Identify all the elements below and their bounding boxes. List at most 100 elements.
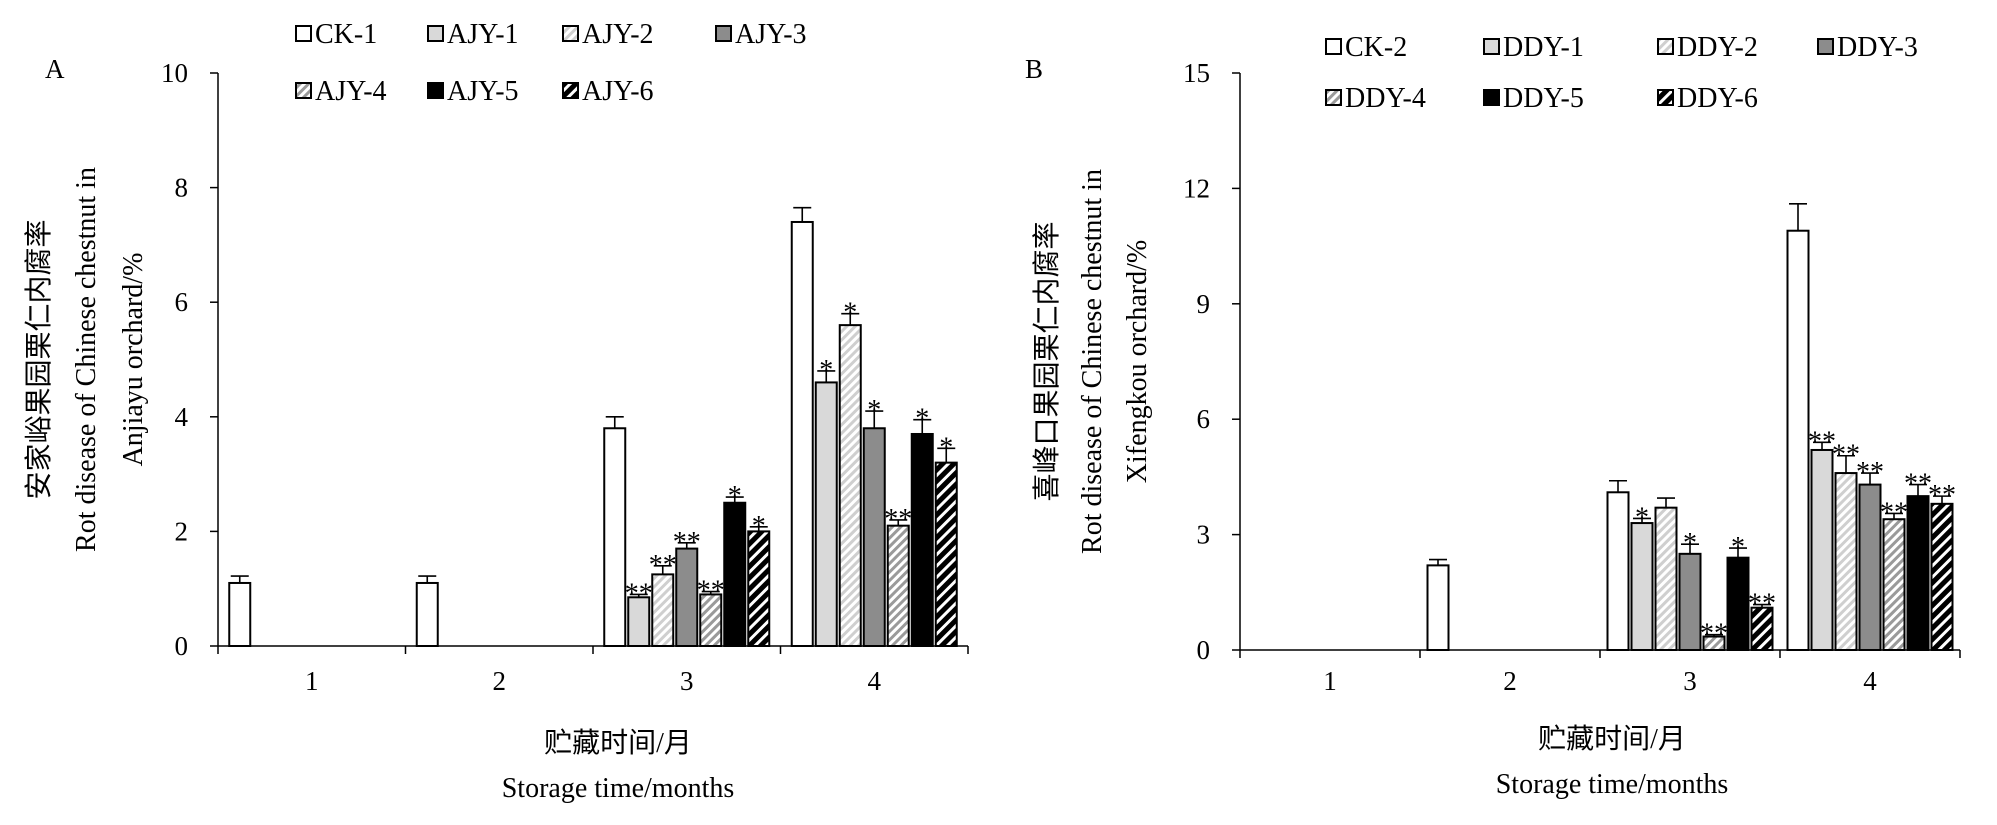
legend-label: AJY-1 xyxy=(447,19,519,50)
x-tick-label: 2 xyxy=(1503,666,1517,696)
x-tick-label: 1 xyxy=(305,666,319,696)
significance-mark: * xyxy=(728,481,742,512)
legend-label: DDY-3 xyxy=(1837,32,1918,63)
y-tick-label: 9 xyxy=(1197,289,1211,319)
legend-swatch xyxy=(1817,38,1834,55)
bar xyxy=(228,581,252,647)
y-axis-title-line: 安家峪果园栗仁内腐率 xyxy=(23,219,55,499)
legend-swatch xyxy=(427,82,444,99)
bar xyxy=(1786,229,1810,651)
bar xyxy=(862,427,886,648)
significance-mark: ** xyxy=(884,504,912,535)
bar xyxy=(934,461,958,648)
legend-swatch xyxy=(1483,89,1500,106)
bar xyxy=(814,381,838,647)
y-tick-label: 0 xyxy=(1197,635,1211,665)
significance-mark: * xyxy=(843,298,857,329)
y-axis-title-line: Rot disease of Chinese chestnut in xyxy=(71,167,102,552)
legend-swatch xyxy=(295,25,312,42)
significance-mark: * xyxy=(939,432,953,463)
x-axis-title-line: Storage time/months xyxy=(1496,769,1729,800)
significance-mark: ** xyxy=(1832,440,1860,471)
significance-mark: ** xyxy=(1880,497,1908,528)
legend-label: AJY-5 xyxy=(447,76,519,107)
bar xyxy=(886,524,910,647)
legend-label: DDY-6 xyxy=(1677,83,1758,114)
legend-swatch xyxy=(715,25,732,42)
y-tick-label: 6 xyxy=(1197,404,1211,434)
legend-swatch xyxy=(562,25,579,42)
bar xyxy=(415,581,439,647)
y-tick-label: 12 xyxy=(1183,173,1210,203)
y-tick-label: 8 xyxy=(175,173,189,203)
legend-swatch xyxy=(562,82,579,99)
bar xyxy=(1726,556,1750,651)
y-tick-label: 15 xyxy=(1183,58,1210,88)
bar xyxy=(838,324,862,647)
significance-mark: ** xyxy=(625,578,653,609)
bar xyxy=(790,220,814,647)
legend-label: CK-2 xyxy=(1345,32,1407,63)
y-axis-title-line: Rot disease of Chinese chestnut in xyxy=(1077,169,1108,554)
bar xyxy=(1882,518,1906,651)
x-tick-label: 4 xyxy=(868,666,882,696)
significance-mark: ** xyxy=(649,550,677,581)
x-tick-label: 3 xyxy=(1683,666,1697,696)
bar xyxy=(1654,506,1678,651)
significance-mark: * xyxy=(1731,532,1745,563)
bar xyxy=(1858,483,1882,651)
y-tick-label: 4 xyxy=(175,402,189,432)
panel-letter: B xyxy=(1025,54,1043,84)
significance-mark: * xyxy=(867,395,881,426)
significance-mark: ** xyxy=(1808,426,1836,457)
y-tick-label: 2 xyxy=(175,516,189,546)
significance-mark: ** xyxy=(1748,589,1776,620)
bar xyxy=(1810,448,1834,651)
legend-label: DDY-4 xyxy=(1345,83,1426,114)
legend-label: DDY-1 xyxy=(1503,32,1584,63)
legend-swatch xyxy=(1325,89,1342,106)
y-axis-title-line: Xifengkou orchard/% xyxy=(1122,240,1153,483)
y-axis-title-line: 喜峰口果园栗仁内腐率 xyxy=(1031,221,1063,501)
significance-mark: ** xyxy=(1856,457,1884,488)
x-tick-label: 1 xyxy=(1323,666,1337,696)
bar xyxy=(1834,472,1858,652)
legend-swatch xyxy=(1325,38,1342,55)
x-tick-label: 2 xyxy=(493,666,507,696)
legend-label: AJY-6 xyxy=(582,76,654,107)
significance-mark: * xyxy=(819,355,833,386)
y-axis-title-line: Anjiayu orchard/% xyxy=(118,253,149,467)
bar xyxy=(603,427,627,648)
bar xyxy=(1906,495,1930,651)
bar xyxy=(1630,522,1654,651)
bar xyxy=(723,501,747,647)
legend-label: AJY-2 xyxy=(582,19,654,50)
bar xyxy=(651,573,675,647)
legend-label: DDY-5 xyxy=(1503,83,1584,114)
bar xyxy=(1930,502,1954,651)
x-tick-label: 3 xyxy=(680,666,694,696)
y-tick-label: 3 xyxy=(1197,520,1211,550)
legend-label: CK-1 xyxy=(315,19,377,50)
legend-swatch xyxy=(427,25,444,42)
significance-mark: ** xyxy=(697,576,725,607)
x-axis-title-line: 贮藏时间/月 xyxy=(544,727,692,759)
y-tick-label: 10 xyxy=(161,58,188,88)
legend-label: DDY-2 xyxy=(1677,32,1758,63)
legend-swatch xyxy=(1657,89,1674,106)
legend-swatch xyxy=(295,82,312,99)
significance-mark: * xyxy=(915,404,929,435)
significance-mark: ** xyxy=(1700,619,1728,650)
legend-label: AJY-4 xyxy=(315,76,387,107)
bar xyxy=(675,547,699,648)
significance-mark: ** xyxy=(673,527,701,558)
x-axis-title-line: Storage time/months xyxy=(502,773,735,804)
significance-mark: ** xyxy=(1928,480,1956,511)
significance-mark: * xyxy=(752,511,766,542)
bar xyxy=(1606,491,1630,651)
y-tick-label: 0 xyxy=(175,631,189,661)
legend-swatch xyxy=(1657,38,1674,55)
